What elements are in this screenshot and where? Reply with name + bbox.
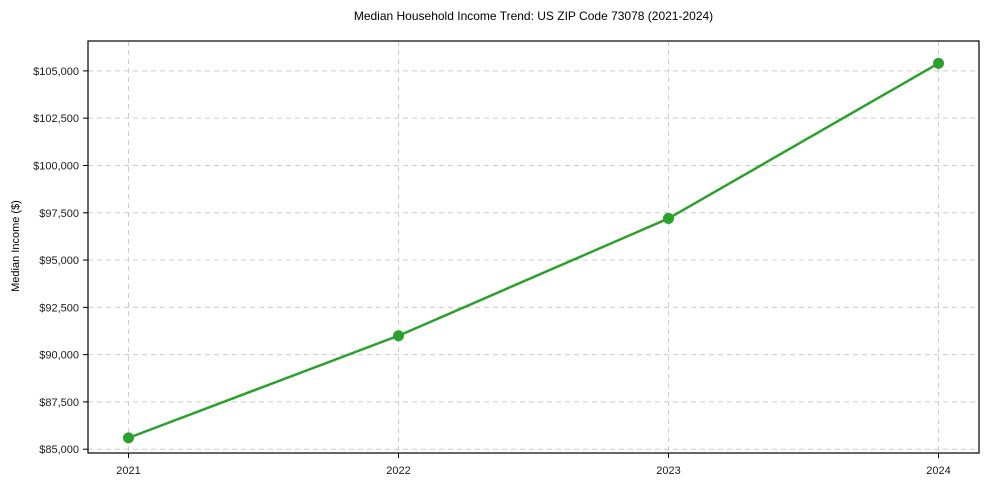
x-tick-label: 2021: [116, 465, 140, 477]
data-point-2024: [933, 57, 944, 69]
axes-border: [87, 40, 980, 454]
y-tick-label: $87,500: [39, 397, 79, 409]
x-tick-label: 2022: [386, 465, 410, 477]
data-point-2021: [123, 432, 134, 444]
y-tick-label: $100,000: [33, 160, 79, 172]
y-tick-label: $92,500: [39, 302, 79, 314]
y-tick-label: $97,500: [39, 208, 79, 220]
data-point-2022: [393, 330, 404, 342]
data-line: [127, 62, 940, 440]
y-tick-label: $95,000: [39, 255, 79, 267]
y-tick-label: $102,500: [33, 113, 79, 125]
data-point-2023: [663, 212, 674, 224]
y-tick-label: $85,000: [39, 444, 79, 456]
x-tick-label: 2023: [656, 465, 680, 477]
chart-title: Median Household Income Trend: US ZIP Co…: [353, 9, 714, 23]
y-tick-label: $90,000: [39, 350, 79, 362]
x-tick-label: 2024: [926, 465, 950, 477]
y-tick-label: $105,000: [33, 66, 79, 78]
